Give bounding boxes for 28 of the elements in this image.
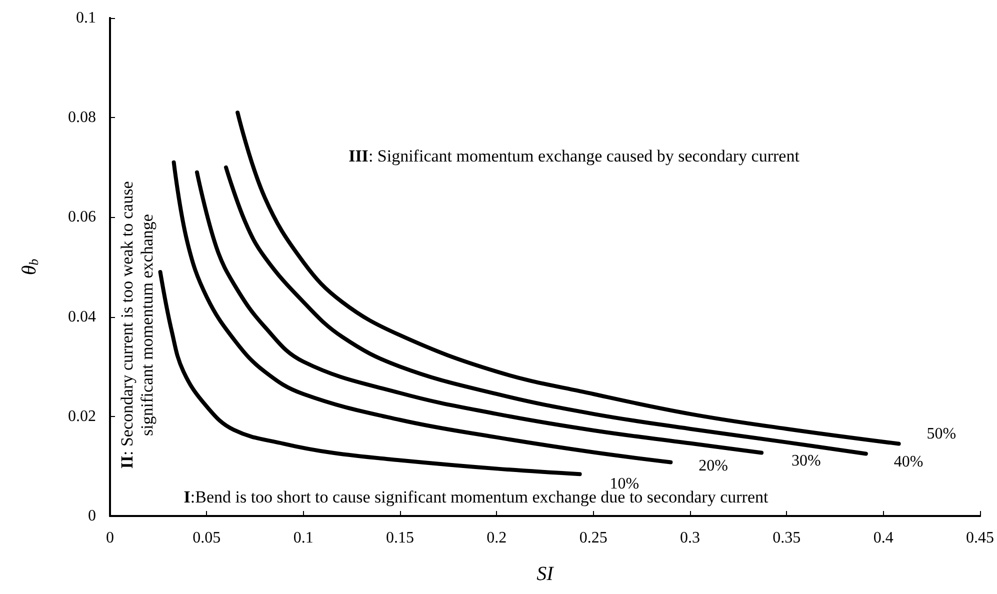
x-tick-label: 0.4 [873, 530, 894, 546]
y-tick-label: 0.04 [68, 308, 96, 326]
x-tick-label: 0 [106, 530, 114, 546]
x-tick-label: 0.1 [293, 530, 314, 546]
y-axis-title: θb [18, 258, 41, 276]
y-tick-label: 0.06 [68, 208, 96, 226]
line-series [236, 110, 901, 446]
line-series [224, 165, 868, 456]
annotation: II: Secondary current is too weak to cause significant momentum exchange [118, 181, 156, 469]
y-tick-label: 0.02 [68, 408, 96, 425]
x-tick-label: 0.2 [486, 530, 507, 546]
series-label: 50% [926, 425, 956, 442]
x-tick-label: 0.45 [966, 530, 994, 546]
x-tick-label: 0.35 [772, 530, 801, 546]
line-series [158, 270, 582, 476]
y-tick-label: 0.1 [76, 10, 96, 26]
x-tick-label: 0.3 [680, 530, 700, 546]
series-label: 30% [792, 452, 821, 470]
x-tick-label: 0.05 [192, 530, 221, 546]
y-tick-label: 0.08 [68, 109, 96, 126]
series-label: 20% [698, 458, 728, 475]
annotation: III: Significant momentum exchange caused by secondary current [348, 146, 800, 166]
line-series [195, 170, 764, 455]
y-tick-label: 0 [88, 508, 96, 524]
x-tick-label: 0.15 [386, 530, 414, 546]
x-axis-title: SI [536, 563, 555, 585]
series-label: 40% [894, 453, 924, 470]
x-tick-label: 0.25 [579, 530, 608, 546]
